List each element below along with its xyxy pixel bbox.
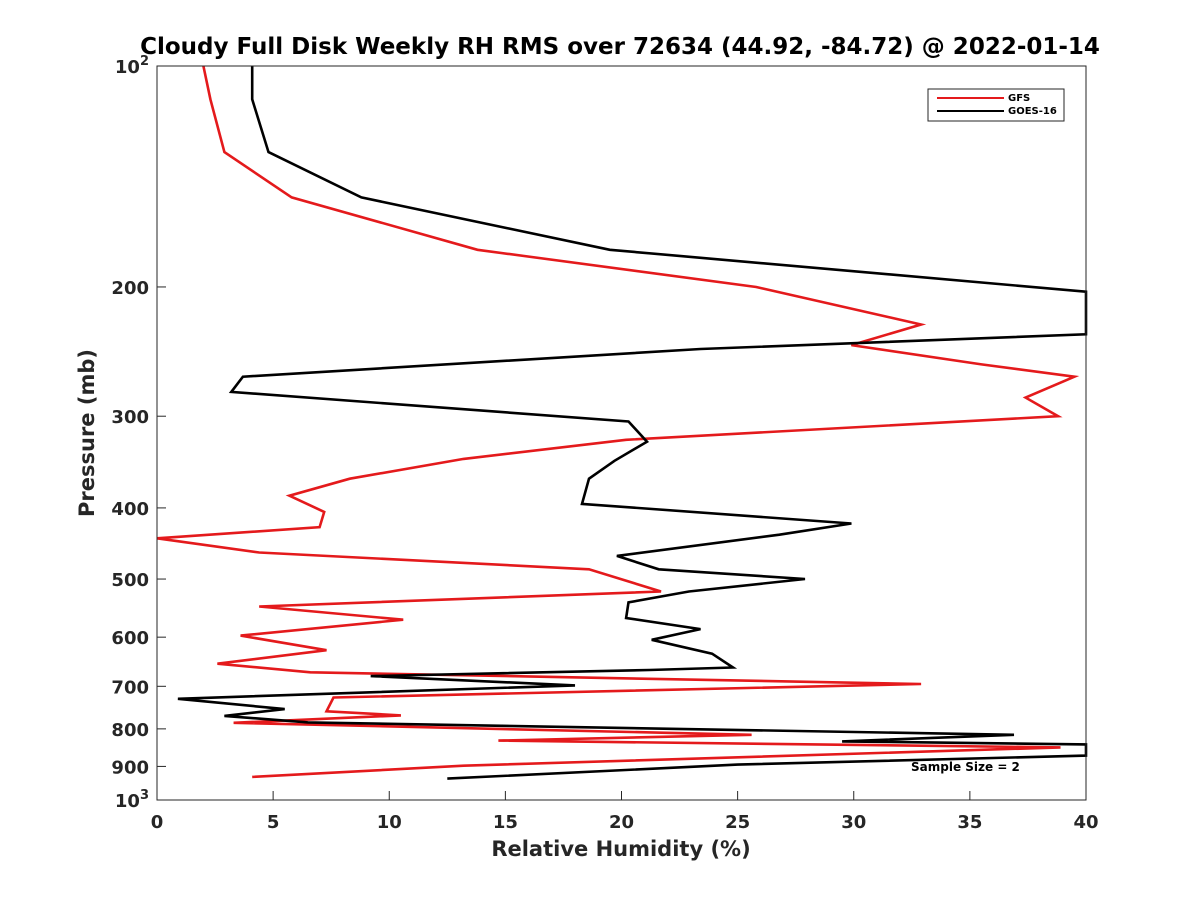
x-tick-label: 30 — [841, 812, 866, 833]
y-tick-label: 103 — [115, 788, 149, 812]
y-tick-label: 102 — [115, 54, 149, 78]
legend-label-goes16: GOES-16 — [1008, 106, 1057, 117]
x-tick-label: 0 — [151, 812, 164, 833]
series-group — [156, 65, 1088, 780]
sample-size-annotation: Sample Size = 2 — [911, 760, 1020, 774]
y-tick-label: 200 — [111, 278, 149, 299]
x-tick-label: 25 — [725, 812, 750, 833]
y-tick-label: 300 — [111, 407, 149, 428]
x-axis-ticks: 0 5 10 15 20 25 30 35 40 — [151, 791, 1099, 833]
x-axis-label: Relative Humidity (%) — [491, 837, 750, 861]
x-tick-label: 15 — [493, 812, 518, 833]
chart-title: Cloudy Full Disk Weekly RH RMS over 7263… — [140, 34, 1100, 60]
x-tick-label: 5 — [267, 812, 280, 833]
y-tick-label: 800 — [111, 720, 149, 741]
y-tick-label: 500 — [111, 570, 149, 591]
y-tick-label: 400 — [111, 499, 149, 520]
legend: GFS GOES-16 — [927, 88, 1065, 122]
legend-label-gfs: GFS — [1008, 93, 1030, 104]
y-tick-label: 700 — [111, 677, 149, 698]
x-tick-label: 10 — [377, 812, 402, 833]
series-line-gfs — [156, 65, 1080, 779]
y-axis-ticks: 102 200 300 400 500 600 700 800 900 103 — [111, 54, 166, 812]
y-axis-label: Pressure (mb) — [75, 349, 99, 517]
x-tick-label: 35 — [957, 812, 982, 833]
x-tick-label: 20 — [609, 812, 634, 833]
x-tick-label: 40 — [1073, 812, 1098, 833]
y-tick-label: 900 — [111, 757, 149, 778]
series-line-goes16 — [177, 66, 1088, 780]
y-tick-label: 600 — [111, 628, 149, 649]
legend-box — [927, 88, 1065, 122]
